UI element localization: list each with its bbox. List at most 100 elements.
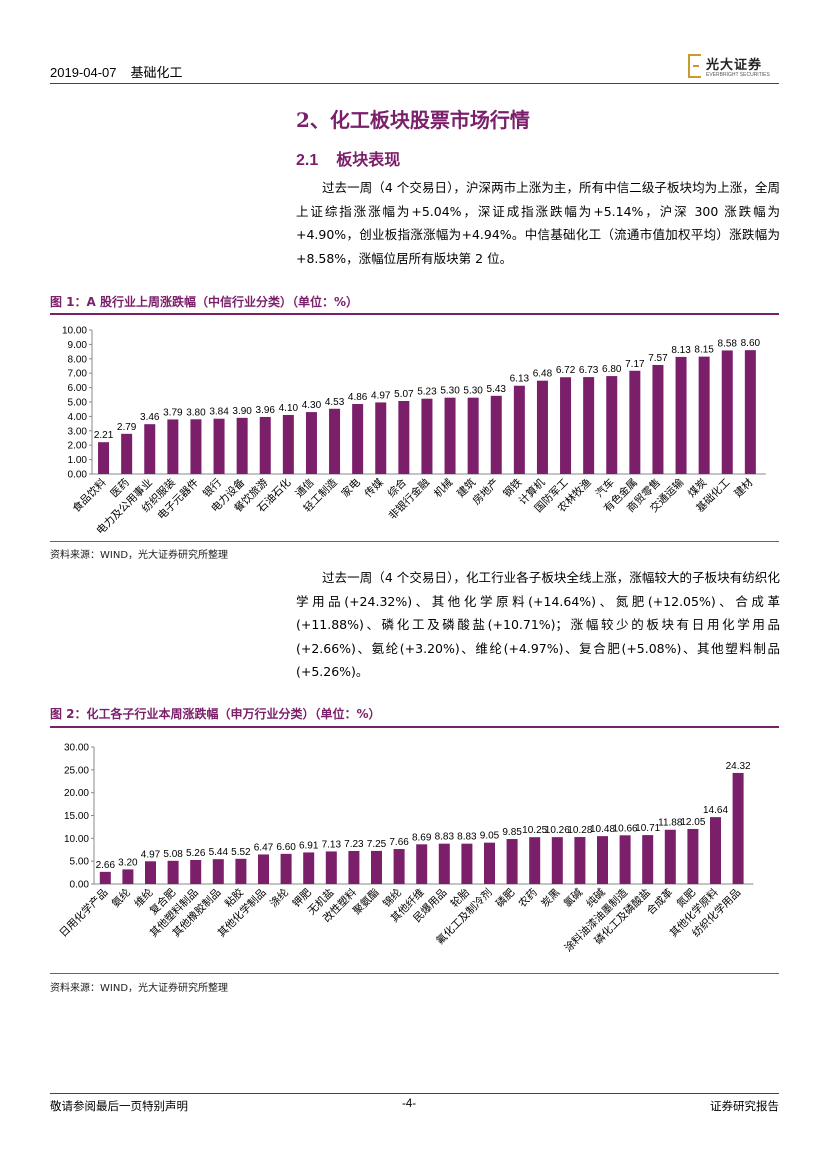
bar	[506, 839, 518, 884]
data-label: 8.15	[694, 345, 714, 356]
y-tick-label: 10.00	[62, 326, 87, 337]
bar	[371, 850, 382, 884]
category-label: 涤纶	[267, 886, 291, 910]
y-tick-label: 0.00	[70, 880, 90, 891]
bar	[213, 418, 225, 474]
data-label: 5.30	[463, 386, 483, 397]
data-label: 8.58	[718, 338, 738, 349]
data-label: 2.79	[117, 422, 137, 433]
data-label: 7.17	[625, 359, 645, 370]
header-divider	[50, 83, 779, 84]
data-label: 4.86	[348, 392, 368, 403]
footer-divider	[50, 1093, 779, 1094]
data-label: 7.57	[648, 353, 668, 364]
data-label: 6.48	[533, 369, 553, 380]
data-label: 4.53	[325, 397, 345, 408]
y-tick-label: 2.00	[68, 441, 88, 452]
category-label: 磷肥	[493, 886, 517, 910]
bar	[461, 843, 473, 884]
y-tick-label: 10.00	[64, 834, 89, 845]
bar	[444, 397, 456, 474]
bar	[352, 404, 364, 474]
bar	[421, 398, 433, 474]
category-label: 农药	[516, 886, 540, 910]
bar	[235, 858, 247, 884]
bar	[259, 416, 271, 474]
subsection-number: 2.1	[296, 152, 319, 169]
logo-mark-icon	[688, 54, 701, 78]
category-label: 房地产	[470, 476, 501, 507]
bar	[121, 433, 133, 474]
data-label: 8.83	[457, 832, 477, 843]
bar	[325, 851, 337, 884]
bar	[438, 843, 450, 884]
brand-name: 光大证券	[706, 58, 763, 73]
data-label: 8.60	[741, 338, 761, 349]
bar	[574, 837, 586, 884]
bar	[416, 844, 428, 884]
y-tick-label: 8.00	[68, 354, 88, 365]
bar	[258, 854, 269, 884]
bar	[212, 859, 224, 884]
data-label: 6.73	[579, 365, 599, 376]
data-label: 4.97	[371, 390, 391, 401]
data-label: 5.23	[417, 387, 437, 398]
data-label: 7.25	[367, 839, 387, 850]
bar	[732, 772, 744, 884]
page-number: -4-	[402, 1098, 417, 1110]
bar	[329, 408, 341, 474]
category-label: 食品饮料	[70, 476, 109, 515]
data-label: 5.52	[231, 847, 251, 858]
data-label: 7.23	[344, 839, 364, 850]
data-label: 7.13	[322, 839, 342, 850]
bar	[629, 370, 641, 474]
data-label: 10.26	[545, 825, 570, 836]
category-label: 氯碱	[561, 886, 585, 910]
data-label: 11.88	[658, 818, 683, 829]
section-title: 2、化工板块股票市场行情	[296, 108, 530, 132]
category-label: 传媒	[362, 476, 386, 500]
figure1-chart: 0.00 1.00 2.00 3.00 4.00 5.00 6.00 7.00 8.00 9.00…	[50, 316, 779, 544]
data-label: 24.32	[726, 761, 751, 772]
figure2-source: 资料来源：WIND，光大证券研究所整理	[50, 983, 229, 994]
data-label: 3.84	[209, 407, 229, 418]
bar	[375, 402, 387, 474]
bar	[348, 850, 360, 884]
data-label: 10.71	[635, 823, 660, 834]
y-tick-label: 4.00	[68, 412, 88, 423]
data-label: 3.46	[140, 412, 160, 423]
subsection-label: 板块表现	[336, 150, 401, 169]
data-label: 12.05	[680, 817, 705, 828]
y-tick-label: 6.00	[68, 383, 88, 394]
bar	[710, 817, 721, 884]
data-label: 4.97	[141, 849, 161, 860]
bar	[144, 424, 156, 474]
figure2-top-rule	[50, 726, 779, 728]
report-category: 基础化工	[130, 66, 183, 81]
figure2-svg: 0.00 5.00 10.00 15.00 20.00 25.00 30.00 2.66 日用化…	[57, 743, 754, 955]
data-label: 6.47	[254, 842, 274, 853]
data-label: 14.64	[703, 805, 728, 816]
y-tick-label: 9.00	[68, 340, 88, 351]
bar	[398, 400, 410, 474]
bar	[393, 849, 405, 884]
paragraph-market-summary: 过去一周（4 个交易日），沪深两市上涨为主，所有中信二级子板块均为上涨，全周上证…	[296, 180, 780, 266]
bar	[167, 860, 179, 884]
bar	[606, 376, 618, 474]
bar	[744, 350, 756, 474]
bar	[597, 836, 608, 884]
data-label: 8.69	[412, 832, 432, 843]
bar	[664, 829, 676, 884]
y-tick-label: 7.00	[68, 369, 88, 380]
bar	[167, 419, 179, 474]
bar	[282, 414, 294, 474]
figure1-source: 资料来源：WIND，光大证券研究所整理	[50, 550, 229, 561]
data-label: 6.60	[276, 842, 296, 853]
figure1-bottom-rule	[50, 541, 779, 542]
bar	[490, 395, 502, 474]
data-label: 5.08	[163, 849, 183, 860]
figure1-title: 图 1：A 股行业上周涨跌幅（中信行业分类）（单位：%）	[50, 295, 359, 309]
data-label: 2.66	[96, 860, 116, 871]
y-tick-label: 1.00	[68, 455, 88, 466]
y-tick-label: 5.00	[68, 398, 88, 409]
